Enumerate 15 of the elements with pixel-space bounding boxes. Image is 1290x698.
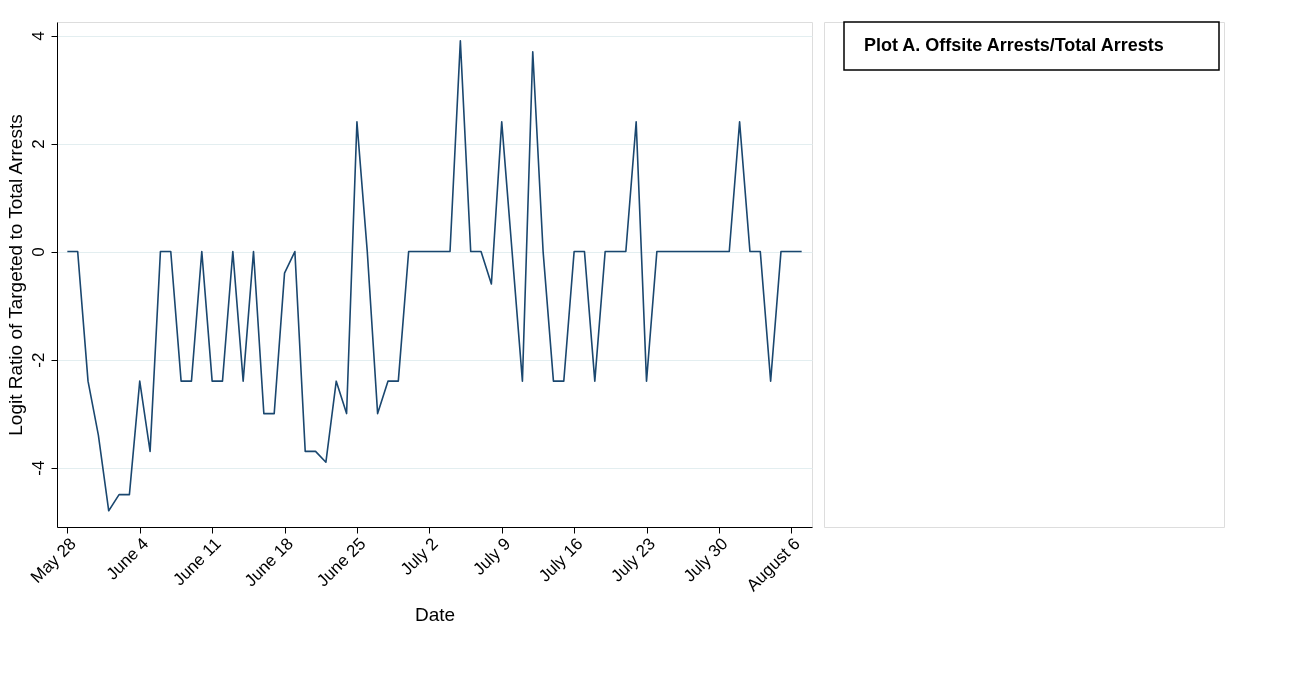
- line-series: [66, 40, 803, 512]
- y-tick-label: 4: [28, 31, 48, 41]
- y-tick-label: -2: [28, 352, 48, 368]
- text: Plot A. Offsite Arrests/Total Arrests: [864, 35, 1164, 55]
- y-tick-label: 0: [28, 247, 48, 257]
- x-tick-label: July 23: [607, 534, 660, 586]
- y-tick-label: -4: [28, 460, 48, 476]
- y-tick-label: 2: [28, 139, 48, 149]
- x-axis-title: Date: [414, 604, 456, 626]
- x-tick-label: July 2: [397, 534, 442, 579]
- x-tick-label: May 28: [27, 534, 80, 587]
- x-tick-label: July 16: [535, 534, 587, 586]
- x-tick-label: July 30: [679, 534, 732, 586]
- x-tick-label: July 9: [469, 534, 515, 579]
- y-axis-title: Logit Ratio of Targeted to Total Arrests: [4, 114, 26, 436]
